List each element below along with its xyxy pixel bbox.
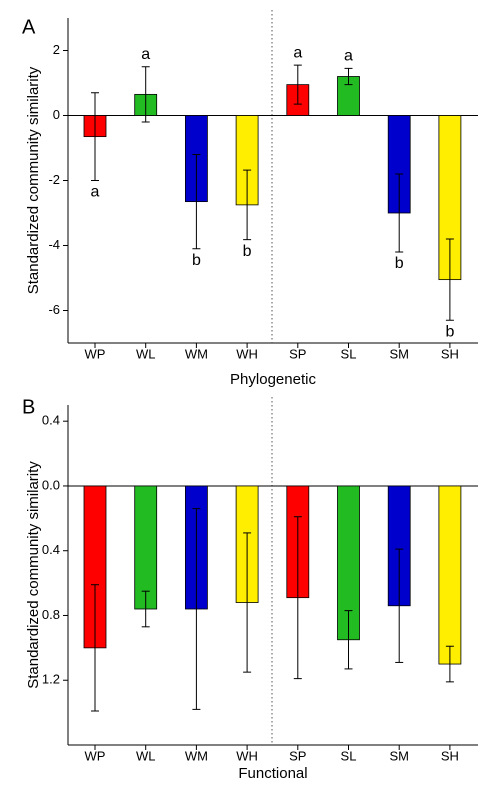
x-tick-label: WL	[136, 346, 156, 361]
x-tick-label: SM	[389, 748, 409, 763]
panel-label: A	[22, 16, 36, 38]
significance-letter: b	[445, 323, 454, 340]
x-tick-label: WM	[185, 346, 208, 361]
x-axis-label: Phylogenetic	[230, 371, 316, 388]
x-tick-label: SL	[341, 748, 357, 763]
y-tick-label: 0.8	[42, 607, 60, 622]
bar	[438, 485, 462, 665]
x-tick-label: SP	[289, 346, 306, 361]
y-tick-label: 0.4	[42, 542, 60, 557]
y-tick-label: 0	[53, 107, 60, 122]
y-tick-label: 1.2	[42, 672, 60, 687]
x-tick-label: WP	[85, 346, 106, 361]
bar	[134, 485, 158, 610]
significance-letter: a	[344, 48, 353, 65]
y-tick-label: 2	[53, 42, 60, 57]
x-tick-label: SL	[341, 346, 357, 361]
significance-letter: b	[192, 252, 201, 269]
significance-letter: b	[243, 243, 252, 260]
y-tick-label: -6	[48, 302, 60, 317]
y-axis-label: Standardized community similarity	[25, 461, 42, 689]
x-tick-label: WL	[136, 748, 156, 763]
significance-letter: a	[141, 46, 150, 63]
x-tick-label: SH	[441, 748, 459, 763]
x-tick-label: SH	[441, 346, 459, 361]
x-tick-label: WP	[85, 748, 106, 763]
panel-label: B	[22, 396, 35, 418]
significance-letter: a	[91, 184, 100, 201]
significance-letter: a	[293, 44, 302, 61]
x-tick-label: SM	[389, 346, 409, 361]
x-axis-label: Functional	[238, 765, 307, 782]
y-axis-label: Standardized community similarity	[25, 66, 42, 294]
y-tick-label: -4	[48, 237, 60, 252]
y-tick-label: -2	[48, 172, 60, 187]
x-tick-label: WH	[236, 748, 258, 763]
x-tick-label: WH	[236, 346, 258, 361]
significance-letter: b	[395, 255, 404, 272]
x-tick-label: WM	[185, 748, 208, 763]
y-tick-label: 0.4	[42, 413, 60, 428]
x-tick-label: SP	[289, 748, 306, 763]
y-tick-label: 0.0	[42, 477, 60, 492]
